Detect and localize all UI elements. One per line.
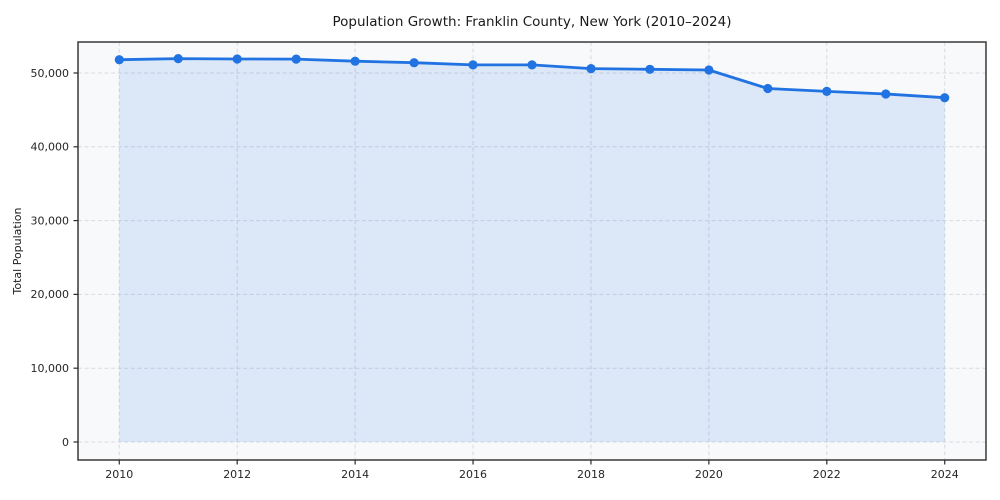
data-point-2013 [291, 54, 301, 64]
data-points [114, 54, 950, 103]
data-point-2024 [940, 93, 950, 103]
x-tick-label-2018: 2018 [577, 468, 605, 481]
tick-marks [73, 72, 946, 465]
x-tick-label-2020: 2020 [695, 468, 723, 481]
data-point-2023 [881, 89, 891, 99]
y-tick-label-0: 0 [62, 436, 69, 449]
x-tick-label-2016: 2016 [459, 468, 487, 481]
y-tick-label-10000: 10,000 [31, 362, 70, 375]
data-point-2015 [409, 58, 419, 68]
data-point-2017 [527, 60, 537, 70]
x-tick-label-2024: 2024 [931, 468, 959, 481]
y-tick-label-20000: 20,000 [31, 288, 70, 301]
x-tick-label-2010: 2010 [105, 468, 133, 481]
area-fill [119, 58, 945, 442]
data-point-2010 [114, 55, 124, 65]
data-point-2012 [232, 54, 242, 64]
x-tick-label-2014: 2014 [341, 468, 369, 481]
data-point-2014 [350, 56, 360, 66]
y-tick-label-30000: 30,000 [31, 214, 70, 227]
y-axis-label: Total Population [11, 207, 24, 295]
data-point-2021 [763, 83, 773, 94]
data-point-2022 [822, 86, 832, 96]
gridlines [78, 42, 986, 460]
plot-area [78, 42, 986, 460]
y-tick-labels: 0 10,000 20,000 30,000 40,000 50,000 [31, 67, 70, 449]
x-tick-labels: 2010 2012 2014 2016 2018 2020 2022 2024 [105, 468, 958, 481]
data-point-2019 [645, 64, 655, 74]
data-point-2018 [586, 64, 596, 74]
data-point-2016 [468, 60, 478, 70]
x-tick-label-2022: 2022 [813, 468, 841, 481]
data-point-2011 [173, 54, 183, 64]
y-tick-label-50000: 50,000 [31, 67, 70, 80]
chart-title: Population Growth: Franklin County, New … [332, 14, 731, 30]
plot-border [77, 41, 987, 461]
x-tick-label-2012: 2012 [223, 468, 251, 481]
data-point-2020 [704, 65, 714, 75]
y-tick-label-40000: 40,000 [31, 141, 70, 154]
